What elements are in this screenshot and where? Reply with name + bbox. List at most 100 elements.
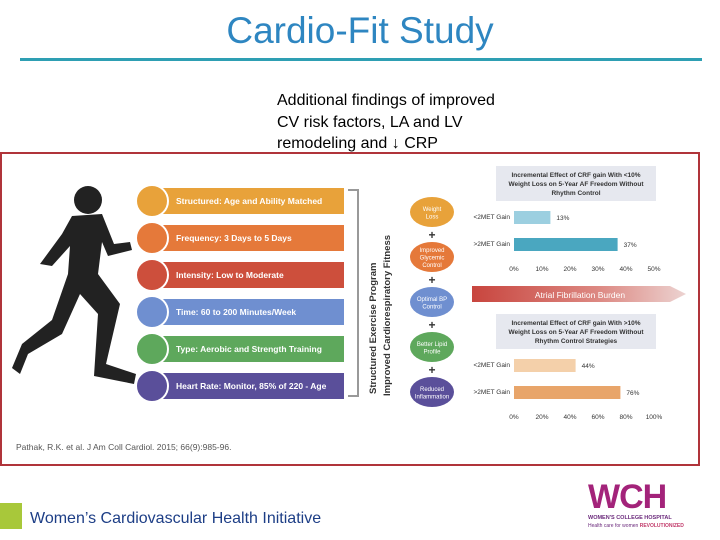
chart-title-line: Weight Loss on 5-Year AF Freedom Without	[508, 329, 644, 336]
program-item-label: Intensity: Low to Moderate	[176, 270, 284, 280]
footer-label: Women’s Cardiovascular Health Initiative	[30, 510, 322, 527]
chart-bar	[514, 359, 576, 372]
program-item-circle	[135, 221, 169, 255]
logo-line-2-part-2: REVOLUTIONIZED	[640, 523, 685, 529]
findings-text: Additional findings of improved CV risk …	[277, 90, 495, 155]
program-item-label: Frequency: 3 Days to 5 Days	[176, 233, 292, 243]
benefit-ellipse	[410, 197, 454, 227]
program-item-label: Time: 60 to 200 Minutes/Week	[176, 307, 296, 317]
chart-category-label: >2MET Gain	[473, 241, 510, 248]
program-item-bar	[152, 262, 344, 288]
benefit-label: Inflammation	[415, 394, 449, 400]
benefit-label: Glycemic	[420, 256, 445, 262]
benefits-column: WeightLoss+ImprovedGlycemicControl+Optim…	[410, 197, 454, 407]
program-item-circle	[135, 369, 169, 403]
program-item: Type: Aerobic and Strength Training	[135, 332, 344, 366]
benefit-label: Loss	[426, 214, 439, 220]
plus-sign: +	[428, 318, 435, 332]
chart-high-weight-loss: Incremental Effect of CRF gain With >10%…	[473, 314, 663, 421]
chart-data-label: 37%	[624, 242, 637, 249]
findings-line-2: CV risk factors, LA and LV	[277, 113, 463, 131]
chart-bar	[514, 238, 618, 251]
chart-title-line: Incremental Effect of CRF gain With >10%	[511, 320, 640, 327]
chart-tick-label: 0%	[509, 414, 519, 421]
program-item-circle	[135, 332, 169, 366]
program-item-bar	[152, 373, 344, 399]
chart-title-box	[496, 166, 656, 201]
chart-data-label: 76%	[626, 390, 639, 397]
page-title: Cardio-Fit Study	[226, 10, 494, 51]
study-figure: Structured: Age and Ability Matched Frequ…	[12, 166, 686, 452]
chart-tick-label: 20%	[535, 414, 548, 421]
chart-tick-label: 10%	[535, 266, 548, 273]
program-item-bar	[152, 188, 344, 214]
chart-title-line: Rhythm Control	[551, 190, 600, 197]
runner-silhouette-icon	[12, 186, 136, 384]
benefit-label: Improved	[419, 248, 444, 254]
footer-accent-bar	[0, 503, 22, 529]
program-item: Structured: Age and Ability Matched	[135, 184, 344, 218]
logo-letters: WCH	[588, 478, 666, 516]
findings-line-3: remodeling and ↓ CRP	[277, 135, 438, 152]
program-item-bar	[152, 225, 344, 251]
chart-tick-label: 40%	[619, 266, 632, 273]
chart-low-weight-loss: Incremental Effect of CRF gain With <10%…	[473, 166, 661, 273]
benefit-ellipse	[410, 332, 454, 362]
chart-tick-label: 80%	[619, 414, 632, 421]
program-item: Time: 60 to 200 Minutes/Week	[135, 295, 344, 329]
chart-tick-label: 30%	[591, 266, 604, 273]
program-list: Structured: Age and Ability Matched Frequ…	[135, 184, 344, 403]
program-item-bar	[152, 299, 344, 325]
vertical-label-program: Structured Exercise Program	[368, 263, 379, 394]
logo-line-2-part-1: Health care for women	[588, 523, 640, 529]
plus-sign: +	[428, 363, 435, 377]
chart-title-line: Incremental Effect of CRF gain With <10%	[511, 172, 640, 179]
af-burden-arrow: Atrial Fibrillation Burden	[472, 286, 686, 302]
chart-category-label: >2MET Gain	[473, 389, 510, 396]
program-item: Heart Rate: Monitor, 85% of 220 - Age	[135, 369, 344, 403]
wch-logo: WCH WOMEN'S COLLEGE HOSPITAL Health care…	[588, 478, 684, 529]
chart-tick-label: 50%	[647, 266, 660, 273]
chart-title-line: Rhythm Control Strategies	[535, 338, 618, 345]
vertical-label-fitness: Improved Cardiorespiratory Fitness	[382, 235, 393, 396]
chart-tick-label: 0%	[509, 266, 519, 273]
program-bracket	[348, 189, 359, 397]
chart-title-line: Weight Loss on 5-Year AF Freedom Without	[508, 181, 644, 188]
findings-line-1: Additional findings of improved	[277, 92, 495, 109]
chart-data-label: 44%	[582, 363, 595, 370]
logo-line-2: Health care for women REVOLUTIONIZED	[588, 523, 684, 529]
benefit-label: Better Lipid	[417, 342, 447, 348]
benefit-label: Control	[422, 304, 441, 310]
program-item-circle	[135, 295, 169, 329]
chart-bar	[514, 211, 551, 224]
benefit-label: Profile	[423, 349, 441, 355]
logo-line-1: WOMEN'S COLLEGE HOSPITAL	[588, 515, 672, 521]
chart-category-label: <2MET Gain	[473, 362, 510, 369]
chart-tick-label: 60%	[591, 414, 604, 421]
program-item: Frequency: 3 Days to 5 Days	[135, 221, 344, 255]
benefit-label: Control	[422, 263, 441, 269]
program-item-label: Type: Aerobic and Strength Training	[176, 344, 322, 354]
citation: Pathak, R.K. et al. J Am Coll Cardiol. 2…	[16, 442, 231, 452]
benefit-label: Weight	[423, 207, 442, 213]
chart-bar	[514, 386, 621, 399]
chart-tick-label: 40%	[563, 414, 576, 421]
program-item: Intensity: Low to Moderate	[135, 258, 344, 292]
chart-category-label: <2MET Gain	[473, 214, 510, 221]
chart-data-label: 13%	[556, 215, 569, 222]
program-item-bar	[152, 336, 344, 362]
benefit-label: Reduced	[420, 387, 444, 393]
chart-tick-label: 100%	[646, 414, 663, 421]
benefit-ellipse	[410, 287, 454, 317]
study-figure-panel: Structured: Age and Ability Matched Frequ…	[0, 152, 700, 466]
program-item-circle	[135, 258, 169, 292]
program-item-circle	[135, 184, 169, 218]
plus-sign: +	[428, 228, 435, 242]
plus-sign: +	[428, 273, 435, 287]
program-item-label: Structured: Age and Ability Matched	[176, 196, 322, 206]
